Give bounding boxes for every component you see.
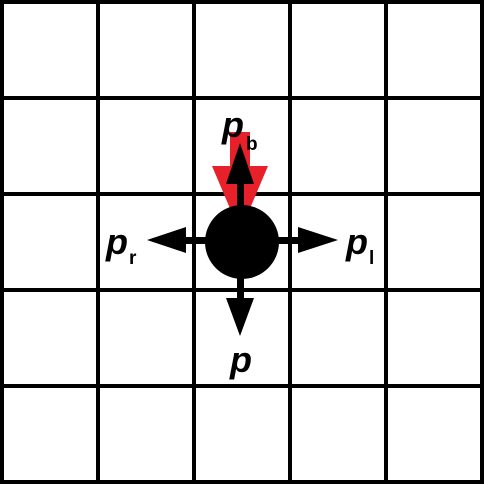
label-p-b-main: p: [221, 104, 244, 145]
label-p-r: p r: [105, 221, 137, 269]
label-p-r-sub: r: [129, 248, 137, 269]
label-p-l-main: p: [345, 221, 368, 262]
label-p-l-sub: l: [369, 248, 374, 269]
label-p-l: p l: [345, 221, 374, 269]
label-p: p: [229, 339, 252, 380]
label-p-r-main: p: [105, 221, 128, 262]
arrow-up-head: [226, 143, 254, 184]
label-p-b: p b: [221, 104, 258, 155]
arrow-right-head: [298, 227, 338, 253]
arrow-left-head: [147, 227, 186, 253]
label-p-main: p: [229, 339, 252, 380]
particle: [205, 205, 279, 279]
arrow-down-head: [226, 298, 254, 336]
label-p-b-sub: b: [246, 134, 258, 155]
